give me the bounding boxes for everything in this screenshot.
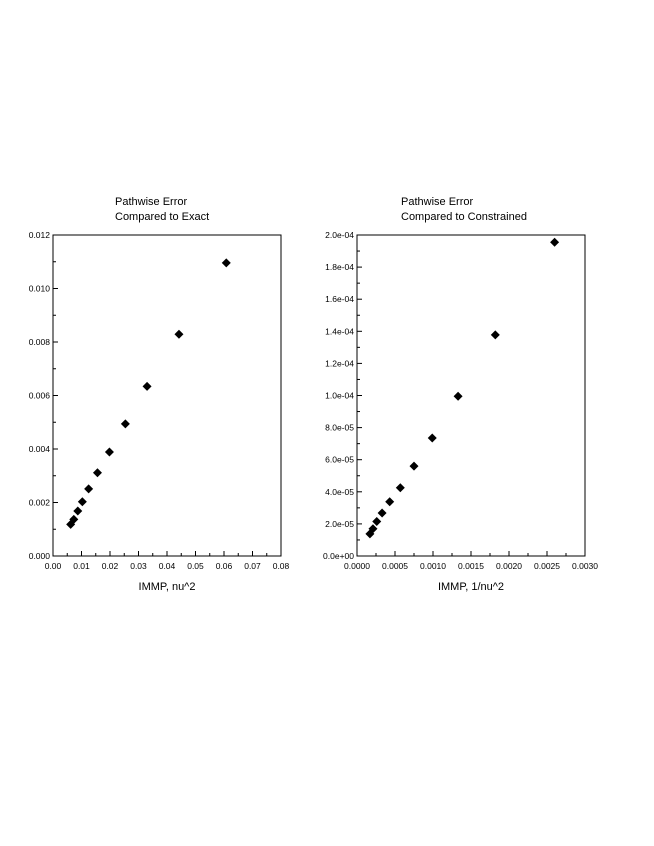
y-tick-label: 1.0e-04: [325, 391, 354, 401]
chart-constrained: Pathwise Error Compared to Constrained 0…: [323, 196, 598, 593]
data-point: [221, 258, 231, 268]
x-tick-label: 0.0020: [496, 561, 522, 571]
data-point: [409, 461, 419, 471]
data-point: [395, 483, 405, 493]
data-point: [120, 419, 130, 429]
data-point: [385, 497, 395, 507]
y-tick-label: 0.006: [29, 391, 51, 401]
data-point: [550, 237, 560, 247]
data-point: [368, 524, 378, 534]
y-tick-label: 0.000: [29, 551, 51, 561]
data-point: [73, 506, 83, 516]
data-point: [372, 516, 382, 526]
y-tick-label: 0.012: [29, 230, 51, 240]
data-point: [84, 484, 94, 494]
y-tick-label: 1.8e-04: [325, 262, 354, 272]
x-axis-label: IMMP, 1/nu^2: [438, 581, 504, 593]
data-point: [174, 329, 184, 339]
x-tick-label: 0.08: [273, 561, 290, 571]
data-point: [142, 381, 152, 391]
data-point: [377, 508, 387, 518]
y-tick-label: 2.0e-05: [325, 519, 354, 529]
x-tick-label: 0.0000: [344, 561, 370, 571]
x-tick-label: 0.03: [130, 561, 147, 571]
chart-exact: Pathwise Error Compared to Exact 0.0000.…: [29, 196, 290, 593]
x-tick-label: 0.00: [45, 561, 62, 571]
data-point: [69, 514, 79, 524]
x-axis: 0.0000 0.0005 0.0010 0.0015 0.0020 0.0025 0.00…: [344, 551, 598, 571]
x-tick-label: 0.0005: [382, 561, 408, 571]
data-point: [77, 497, 87, 507]
plot-frame: [52, 234, 282, 557]
y-tick-label: 1.4e-04: [325, 326, 354, 336]
x-tick-label: 0.0025: [534, 561, 560, 571]
x-tick-label: 0.04: [159, 561, 176, 571]
y-tick-label: 1.6e-04: [325, 294, 354, 304]
plot-frame: [356, 234, 586, 557]
x-tick-label: 0.01: [73, 561, 90, 571]
chart-subtitle: Compared to Constrained: [401, 211, 527, 223]
x-tick-label: 0.02: [102, 561, 119, 571]
x-axis: 0.00 0.01 0.02 0.03 0.04 0.05 0.06 0.07 0.08: [45, 551, 290, 571]
chart-title: Pathwise Error: [401, 196, 473, 208]
chart-title: Pathwise Error: [115, 196, 187, 208]
y-tick-label: 4.0e-05: [325, 487, 354, 497]
y-tick-label: 0.008: [29, 337, 51, 347]
y-tick-label: 0.004: [29, 444, 51, 454]
data-point: [104, 447, 114, 457]
x-tick-label: 0.0015: [458, 561, 484, 571]
x-axis-label: IMMP, nu^2: [139, 581, 196, 593]
y-tick-label: 6.0e-05: [325, 455, 354, 465]
y-tick-label: 2.0e-04: [325, 230, 354, 240]
data-point: [490, 330, 500, 340]
data-points: [66, 258, 231, 529]
y-axis: 0.000 0.002 0.004 0.006 0.008 0.010 0.012: [29, 230, 58, 561]
x-tick-label: 0.0010: [420, 561, 446, 571]
x-tick-label: 0.07: [244, 561, 261, 571]
data-points: [365, 237, 560, 539]
y-tick-label: 0.0e+00: [323, 551, 354, 561]
x-tick-label: 0.0030: [572, 561, 598, 571]
data-point: [427, 433, 437, 443]
y-axis: 0.0e+00 2.0e-05 4.0e-05 6.0e-05 8.0e-05 1.0e-…: [323, 230, 362, 561]
data-point: [453, 391, 463, 401]
y-tick-label: 8.0e-05: [325, 423, 354, 433]
y-tick-label: 0.002: [29, 498, 51, 508]
x-tick-label: 0.06: [216, 561, 233, 571]
y-tick-label: 0.010: [29, 284, 51, 294]
y-tick-label: 1.2e-04: [325, 358, 354, 368]
chart-subtitle: Compared to Exact: [115, 211, 209, 223]
x-tick-label: 0.05: [187, 561, 204, 571]
data-point: [92, 468, 102, 478]
